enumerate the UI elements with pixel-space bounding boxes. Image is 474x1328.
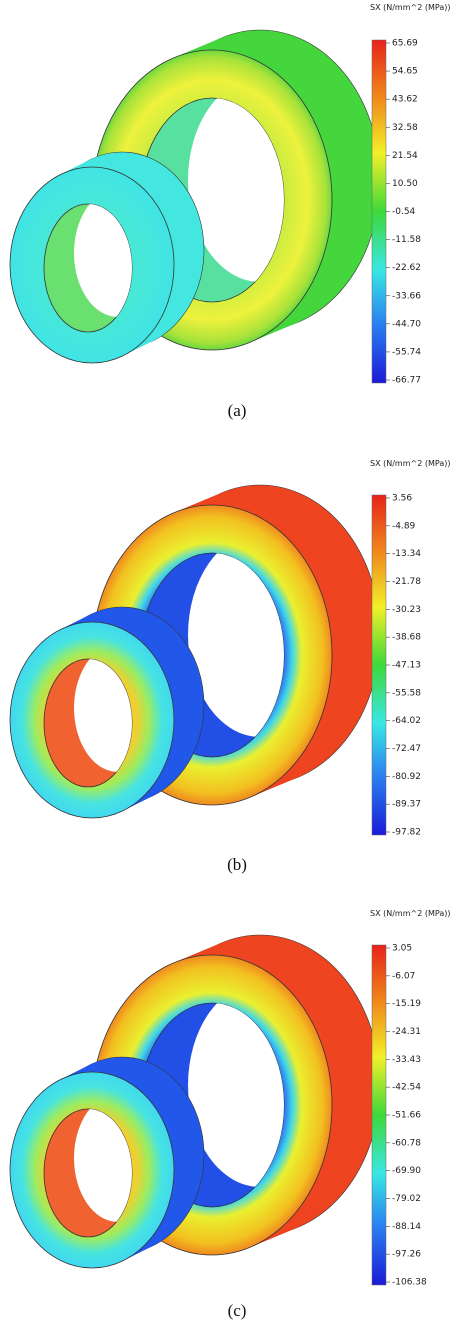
colorbar-label: -33.66 [392, 291, 421, 301]
legend-title: SX (N/mm^2 (MPa)) [370, 459, 450, 468]
colorbar-label: -13.34 [392, 549, 421, 559]
panel: SX (N/mm^2 (MPa)) (c) 3.05 -6.07 -15.19 -24… [9, 909, 450, 1320]
legend-title: SX (N/mm^2 (MPa)) [370, 3, 450, 12]
ring-hole [188, 553, 284, 737]
colorbar-label: 65.69 [392, 39, 418, 49]
colorbar-label: -55.74 [392, 347, 421, 357]
ring-hole [188, 1003, 284, 1187]
colorbar-label: 43.62 [392, 95, 418, 105]
colorbar-label: -11.58 [392, 235, 421, 245]
ring-hole [74, 1109, 132, 1222]
ring-hole [188, 98, 284, 282]
colorbar-label: -24.31 [392, 1027, 421, 1037]
colorbar-label: -66.77 [392, 376, 421, 386]
colorbar-label: -6.07 [392, 971, 415, 981]
caption: (c) [228, 1301, 247, 1320]
caption: (b) [227, 855, 247, 874]
colorbar-label: -79.02 [392, 1194, 421, 1204]
colorbar-label: -33.43 [392, 1055, 421, 1065]
stress-model [9, 934, 381, 1269]
legend-title: SX (N/mm^2 (MPa)) [370, 909, 450, 918]
colorbar-label: -106.38 [392, 1278, 427, 1288]
colorbar-label: -4.89 [392, 521, 416, 531]
colorbar-label: -15.19 [392, 999, 421, 1009]
colorbar-label: -22.62 [392, 263, 421, 273]
colorbar-label: -88.14 [392, 1222, 421, 1232]
colorbar-label: 3.56 [392, 494, 412, 504]
panel: SX (N/mm^2 (MPa)) (a) 65.69 54.65 43.62 32.… [9, 3, 450, 420]
colorbar-label: 32.58 [392, 123, 418, 133]
ring-hole [74, 659, 132, 772]
colorbar-label: -0.54 [392, 207, 416, 217]
colorbar-label: -60.78 [392, 1138, 421, 1148]
caption: (a) [228, 401, 247, 420]
colorbar-label: 21.54 [392, 151, 418, 161]
colorbar [371, 39, 387, 384]
colorbar [371, 494, 387, 836]
colorbar-label: -42.54 [392, 1083, 421, 1093]
colorbar-label: -89.37 [392, 800, 421, 810]
colorbar-label: -72.47 [392, 744, 421, 754]
panel: SX (N/mm^2 (MPa)) (b) 3.56 -4.89 -13.34 -21… [9, 459, 450, 874]
stress-model [9, 484, 381, 819]
colorbar-label: -47.13 [392, 661, 421, 671]
colorbar-label: 54.65 [392, 67, 418, 77]
stress-model [9, 29, 381, 364]
colorbar-label: -69.90 [392, 1166, 421, 1176]
colorbar-label: -38.68 [392, 633, 421, 643]
colorbar-label: -97.82 [392, 828, 421, 838]
colorbar-label: -55.58 [392, 688, 421, 698]
colorbar-label: 10.50 [392, 179, 418, 189]
colorbar-label: -80.92 [392, 772, 421, 782]
colorbar-label: -51.66 [392, 1111, 421, 1121]
colorbar-label: -44.70 [392, 319, 421, 329]
colorbar-label: -30.23 [392, 605, 421, 615]
colorbar-label: -64.02 [392, 716, 421, 726]
colorbar-label: 3.05 [392, 944, 412, 954]
ring-hole [74, 204, 132, 317]
colorbar [371, 944, 387, 1286]
colorbar-label: -21.78 [392, 577, 421, 587]
colorbar-label: -97.26 [392, 1250, 421, 1260]
